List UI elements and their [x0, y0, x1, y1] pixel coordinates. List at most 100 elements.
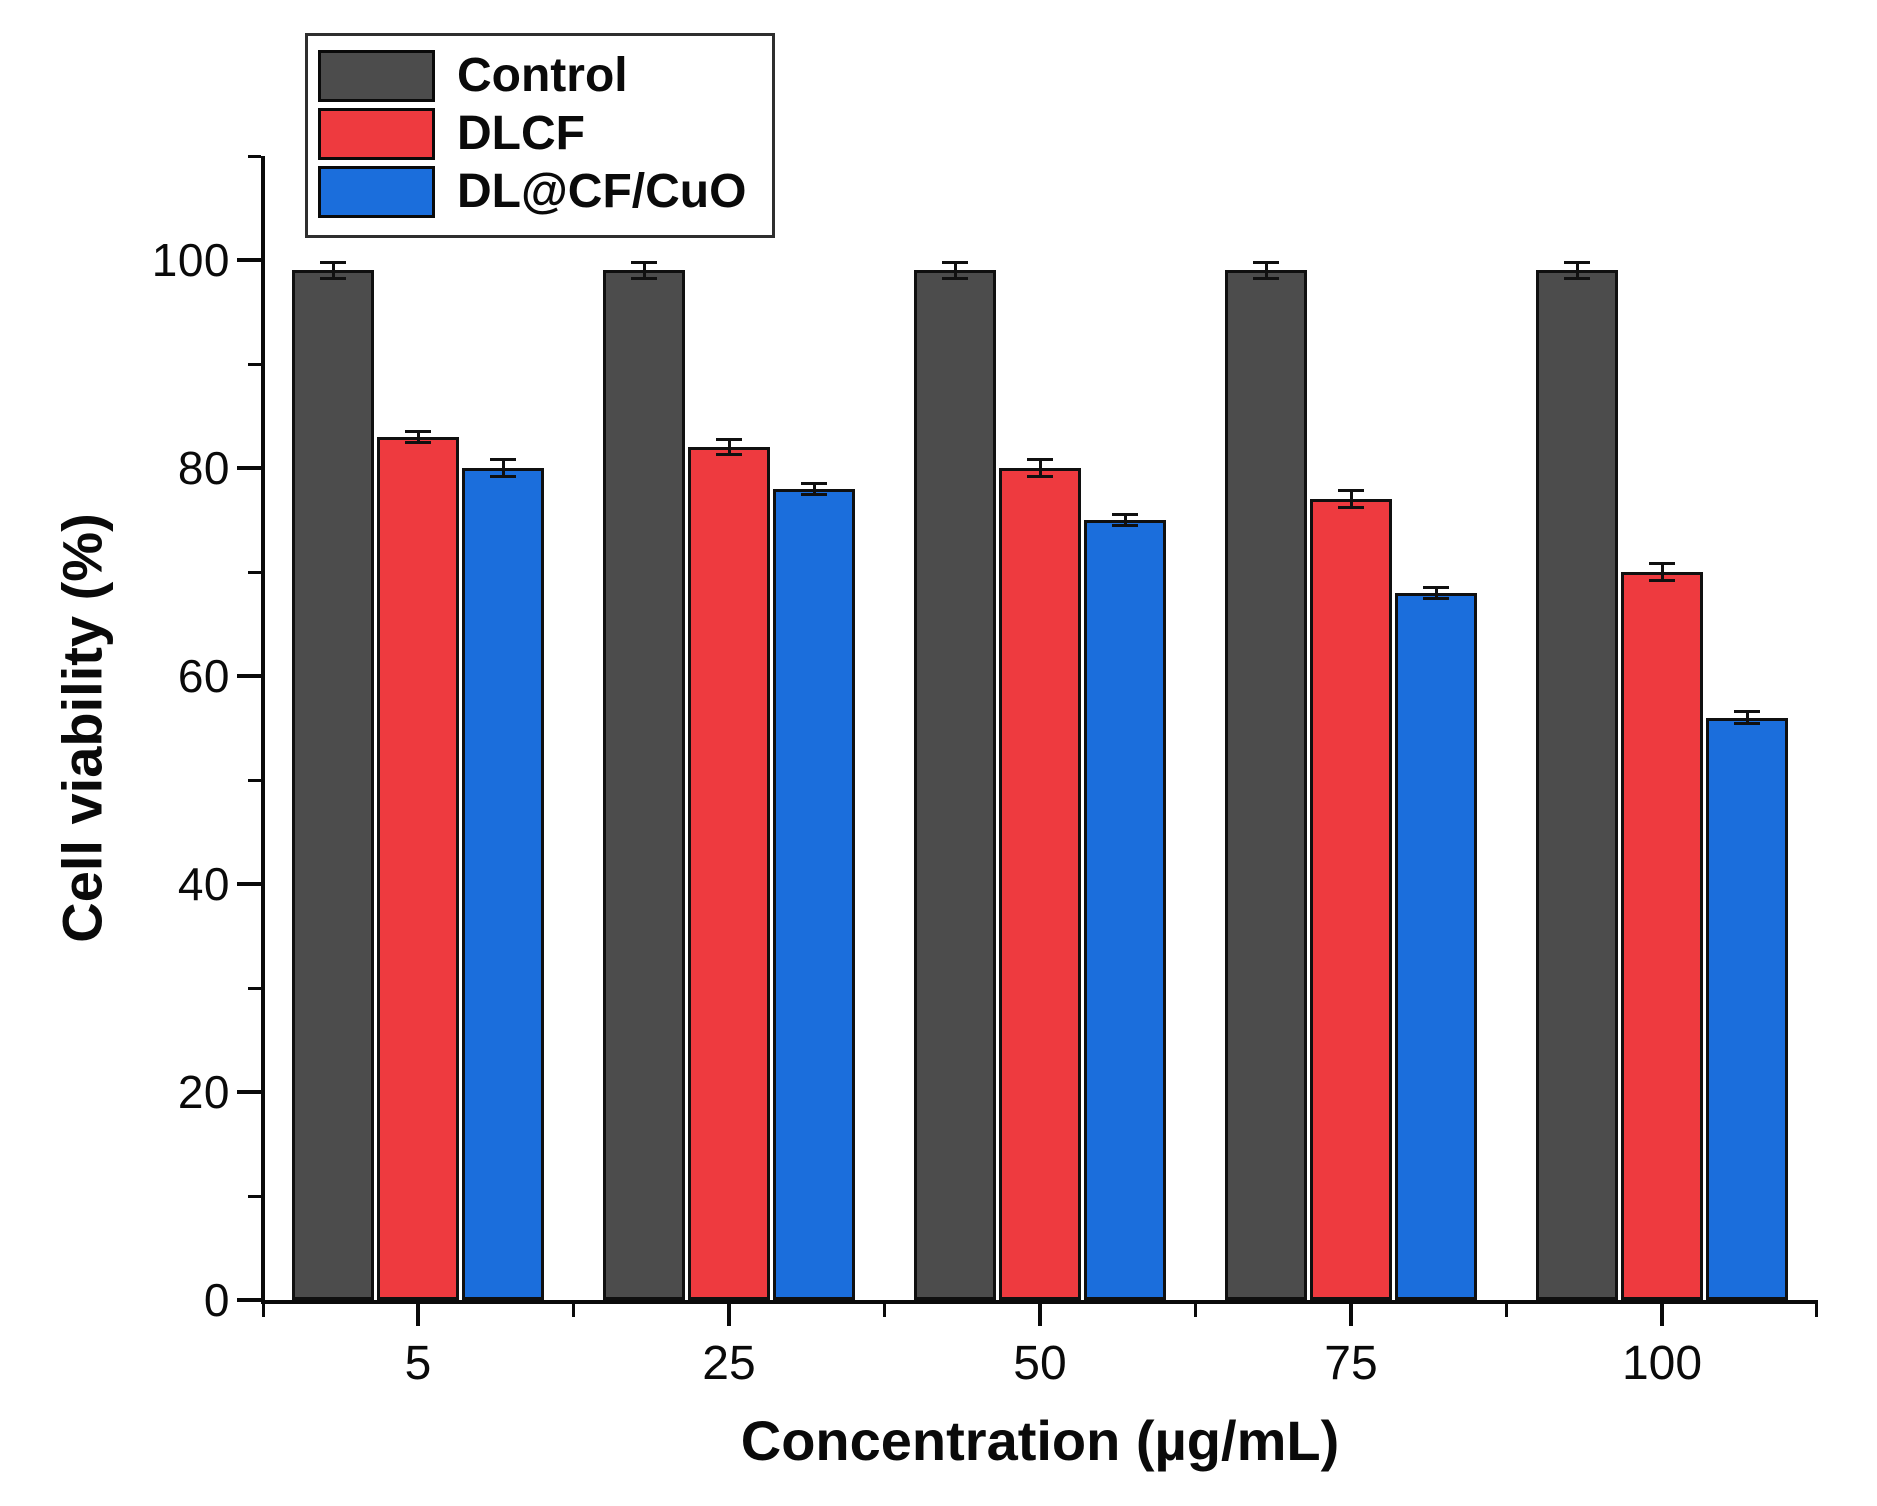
error-bar-cap-bottom: [1564, 277, 1590, 281]
error-bar-line: [1434, 587, 1438, 598]
y-tick-label: 0: [203, 1274, 230, 1326]
x-minor-tick: [261, 1304, 265, 1317]
error-bar-line: [1660, 563, 1664, 581]
error-bar-line: [727, 439, 731, 455]
error-bar-line: [812, 483, 816, 494]
x-minor-tick: [1814, 1304, 1818, 1317]
error-bar-cap-bottom: [320, 277, 346, 281]
y-tick-label: 40: [177, 858, 230, 910]
error-bar-line: [1264, 262, 1268, 279]
bar-dl-cf-cuo-50: [1084, 520, 1166, 1300]
error-bar-line: [1745, 711, 1749, 724]
y-axis-line: [261, 156, 265, 1304]
x-major-tick: [1660, 1304, 1664, 1326]
error-bar-line: [416, 431, 420, 442]
legend-label-dlcf: DLCF: [457, 107, 585, 160]
error-bar-cap-top: [801, 482, 827, 486]
error-bar-line: [501, 459, 505, 477]
bar-control-5: [292, 270, 374, 1300]
y-tick-label: 60: [177, 650, 230, 702]
error-bar-cap-bottom: [1338, 506, 1364, 510]
bar-dlcf-50: [999, 468, 1081, 1300]
error-bar-cap-top: [1112, 513, 1138, 517]
x-minor-tick: [1194, 1304, 1197, 1317]
x-minor-tick: [883, 1304, 886, 1317]
x-tick-label: 5: [404, 1337, 432, 1390]
x-major-tick: [1038, 1304, 1042, 1326]
bar-control-25: [603, 270, 685, 1300]
error-bar-line: [1123, 514, 1127, 526]
legend-swatch-dlcf: [318, 108, 435, 160]
error-bar-cap-top: [1338, 489, 1364, 493]
error-bar-cap-bottom: [1112, 523, 1138, 527]
error-bar-line: [1349, 490, 1353, 508]
legend: Control DLCF DL@CF/CuO: [305, 33, 775, 238]
x-major-tick: [727, 1304, 731, 1326]
error-bar-cap-bottom: [631, 277, 657, 281]
y-minor-tick: [248, 1194, 261, 1198]
error-bar-cap-top: [716, 438, 742, 442]
error-bar-cap-top: [405, 430, 431, 434]
y-tick-label: 80: [177, 442, 230, 494]
error-bar-cap-top: [1564, 260, 1590, 264]
bar-control-75: [1225, 270, 1307, 1300]
bar-dlcf-75: [1310, 499, 1392, 1300]
y-tick-label: 100: [151, 234, 230, 286]
error-bar-line: [1038, 459, 1042, 477]
x-tick-label: 25: [702, 1337, 756, 1390]
legend-item-dlcf: DLCF: [318, 108, 772, 160]
bar-dlcf-100: [1621, 572, 1703, 1300]
error-bar-cap-top: [1734, 709, 1760, 713]
error-bar-cap-bottom: [801, 492, 827, 496]
x-minor-tick: [1505, 1304, 1508, 1317]
y-major-tick: [237, 1298, 261, 1302]
bar-dlcf-5: [377, 436, 459, 1300]
legend-item-control: Control: [318, 50, 772, 102]
legend-swatch-control: [318, 50, 435, 102]
y-tick-label: 20: [177, 1066, 230, 1118]
error-bar-cap-bottom: [942, 277, 968, 281]
error-bar-line: [642, 262, 646, 279]
legend-label-control: Control: [457, 49, 628, 102]
bar-dl-cf-cuo-100: [1706, 717, 1788, 1300]
error-bar-cap-bottom: [1027, 474, 1053, 478]
error-bar-cap-top: [631, 260, 657, 264]
error-bar-cap-top: [1423, 586, 1449, 590]
y-major-tick: [237, 258, 261, 262]
error-bar-cap-bottom: [490, 474, 516, 478]
x-major-tick: [416, 1304, 420, 1326]
error-bar-cap-bottom: [1649, 578, 1675, 582]
y-major-tick: [237, 882, 261, 886]
x-axis-line: [261, 1300, 1818, 1304]
y-minor-tick: [248, 154, 261, 158]
error-bar-line: [331, 262, 335, 279]
x-tick-label: 75: [1324, 1337, 1378, 1390]
y-minor-tick: [248, 778, 261, 782]
error-bar-cap-bottom: [1253, 277, 1279, 281]
bar-dl-cf-cuo-75: [1395, 592, 1477, 1300]
x-axis-title: Concentration (µg/mL): [740, 1409, 1340, 1472]
error-bar-line: [953, 262, 957, 279]
y-minor-tick: [248, 986, 261, 990]
x-tick-label: 50: [1013, 1337, 1067, 1390]
y-major-tick: [237, 1090, 261, 1094]
error-bar-cap-top: [1649, 562, 1675, 566]
y-major-tick: [237, 674, 261, 678]
error-bar-cap-bottom: [716, 452, 742, 456]
error-bar-cap-bottom: [1423, 596, 1449, 600]
error-bar-cap-bottom: [1734, 722, 1760, 726]
bar-control-100: [1536, 270, 1618, 1300]
error-bar-cap-top: [490, 458, 516, 462]
y-major-tick: [237, 466, 261, 470]
y-minor-tick: [248, 570, 261, 574]
y-minor-tick: [248, 362, 261, 366]
x-major-tick: [1349, 1304, 1353, 1326]
error-bar-cap-top: [1027, 458, 1053, 462]
bar-dl-cf-cuo-25: [773, 488, 855, 1300]
error-bar-cap-top: [320, 260, 346, 264]
error-bar-line: [1575, 262, 1579, 279]
error-bar-cap-top: [942, 260, 968, 264]
error-bar-cap-top: [1253, 260, 1279, 264]
